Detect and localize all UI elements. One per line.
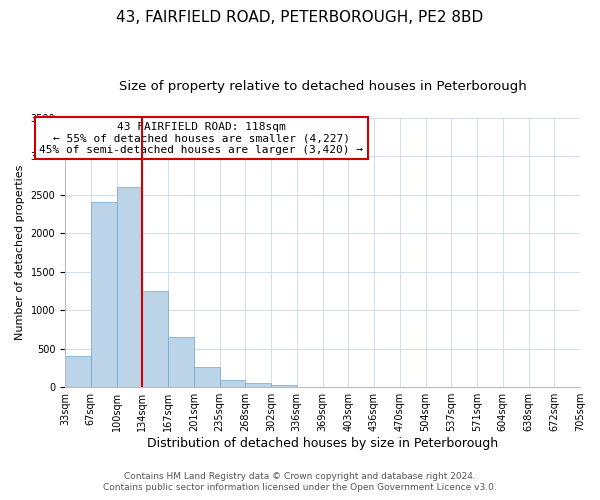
Bar [65,356,91,387]
Bar [142,291,168,387]
Text: Contains HM Land Registry data © Crown copyright and database right 2024.
Contai: Contains HM Land Registry data © Crown c… [103,472,497,492]
Bar [168,337,194,387]
Bar [194,367,220,387]
Y-axis label: Number of detached properties: Number of detached properties [15,165,25,340]
Bar [116,187,142,387]
Bar [271,385,297,387]
Bar [245,383,271,387]
Text: 43 FAIRFIELD ROAD: 118sqm
← 55% of detached houses are smaller (4,227)
45% of se: 43 FAIRFIELD ROAD: 118sqm ← 55% of detac… [40,122,364,155]
Title: Size of property relative to detached houses in Peterborough: Size of property relative to detached ho… [119,80,526,93]
Bar [91,202,116,387]
Text: 43, FAIRFIELD ROAD, PETERBOROUGH, PE2 8BD: 43, FAIRFIELD ROAD, PETERBOROUGH, PE2 8B… [116,10,484,25]
X-axis label: Distribution of detached houses by size in Peterborough: Distribution of detached houses by size … [147,437,498,450]
Bar [220,380,245,387]
